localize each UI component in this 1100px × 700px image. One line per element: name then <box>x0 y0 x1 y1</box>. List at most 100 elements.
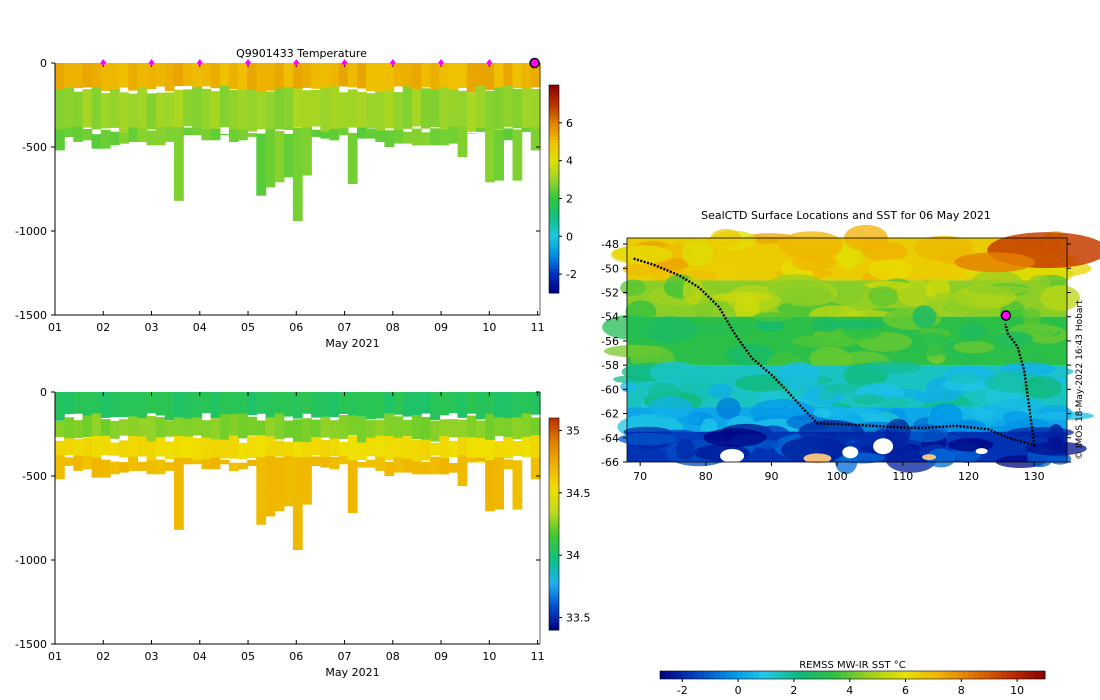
profile-column <box>329 392 340 470</box>
profile-cell <box>283 134 294 178</box>
colorbar-segment <box>990 671 996 679</box>
profile-cell <box>320 88 331 134</box>
profile-cell <box>347 392 358 421</box>
colorbar-segment <box>957 671 963 679</box>
profile-cell <box>430 442 440 456</box>
colorbar-segment <box>549 449 559 454</box>
profile-column <box>329 63 340 141</box>
colorbar-segment <box>549 130 559 135</box>
profile-cell <box>82 415 93 438</box>
colorbar-segment <box>549 168 559 173</box>
profile-column <box>128 392 138 471</box>
profile-cell <box>219 86 230 128</box>
sst-patch <box>710 320 759 335</box>
profile-cell <box>375 456 386 471</box>
profile-cell <box>302 63 312 88</box>
profile-cell <box>439 419 450 438</box>
profile-cell <box>366 420 376 442</box>
sst-patch <box>923 292 976 317</box>
profile-cell <box>411 89 422 127</box>
profile-cell <box>512 88 523 129</box>
profile-cell <box>119 392 129 418</box>
colorbar-segment <box>549 157 559 162</box>
colorbar-segment <box>731 671 738 679</box>
profile-cell <box>302 392 312 414</box>
profile-cell <box>219 459 230 465</box>
colorbar-segment <box>951 671 958 679</box>
sst-patch <box>994 331 1033 349</box>
profile-cell <box>503 128 514 141</box>
colorbar-label: 34.5 <box>566 487 591 500</box>
profile-cell <box>146 441 157 462</box>
profile-cell <box>475 392 486 420</box>
profile-column <box>512 63 523 181</box>
seal-track <box>633 257 1036 447</box>
colorbar-segment <box>549 566 559 571</box>
profile-cell <box>247 416 257 436</box>
colorbar-segment <box>781 671 787 679</box>
profile-marker <box>438 59 445 66</box>
profile-column <box>201 392 212 470</box>
profile-cell <box>238 413 248 439</box>
profile-cell <box>375 91 386 132</box>
profile-cell <box>503 86 514 127</box>
profile-column <box>347 392 358 513</box>
profile-cell <box>228 462 239 471</box>
colorbar-segment <box>549 182 559 187</box>
profile-cell <box>475 420 486 439</box>
profile-cell <box>302 442 312 460</box>
profile-cell <box>329 438 340 457</box>
colorbar-segment <box>709 671 716 679</box>
profile-cell <box>302 127 312 176</box>
profile-column <box>457 392 468 487</box>
profile-cell <box>283 392 294 417</box>
colorbar-segment <box>797 671 804 679</box>
profile-cell <box>375 435 386 461</box>
profile-cell <box>100 129 111 149</box>
profile-cell <box>411 461 422 475</box>
profile-column <box>494 392 504 510</box>
colorbar-segment <box>852 671 859 679</box>
profile-cell <box>421 392 431 414</box>
profile-cell <box>512 441 523 456</box>
lon-tick-label: 110 <box>892 470 913 483</box>
profile-cell <box>411 63 422 90</box>
profile-cell <box>183 127 193 136</box>
sst-patch <box>861 241 908 262</box>
profile-cell <box>411 128 422 146</box>
colorbar-segment <box>549 587 559 592</box>
y-tick-label: -1000 <box>15 554 47 567</box>
profile-cell <box>128 93 138 129</box>
colorbar-segment <box>549 467 559 472</box>
sst-patch <box>912 305 937 329</box>
colorbar-segment <box>549 268 559 273</box>
profile-cell <box>503 418 514 441</box>
profile-cell <box>192 63 203 92</box>
profile-cell <box>375 392 386 419</box>
colorbar-label: 4 <box>846 684 853 697</box>
colorbar-segment <box>549 421 559 426</box>
profile-cell <box>174 63 184 87</box>
x-tick-label: 11 <box>531 321 545 334</box>
profile-cell <box>485 127 495 183</box>
profile-cell <box>402 392 413 417</box>
sst-patch <box>725 343 775 367</box>
profile-cell <box>55 89 65 134</box>
profile-cell <box>228 392 239 420</box>
profile-cell <box>512 392 523 419</box>
profile-cell <box>475 438 486 463</box>
colorbar-segment <box>549 192 559 197</box>
colorbar-segment <box>549 495 559 500</box>
profile-column <box>521 392 532 457</box>
sst-patch <box>675 366 735 385</box>
profile-cell <box>494 392 504 420</box>
lon-tick-label: 130 <box>1024 470 1045 483</box>
colorbar: -2 0 2 4 6 <box>548 84 577 294</box>
profile-cell <box>494 63 504 89</box>
profile-cell <box>384 413 395 443</box>
profile-cell <box>448 419 459 438</box>
colorbar-segment <box>549 189 559 193</box>
profile-cell <box>411 415 422 440</box>
sst-patch <box>959 322 986 340</box>
profile-cell <box>475 86 486 131</box>
